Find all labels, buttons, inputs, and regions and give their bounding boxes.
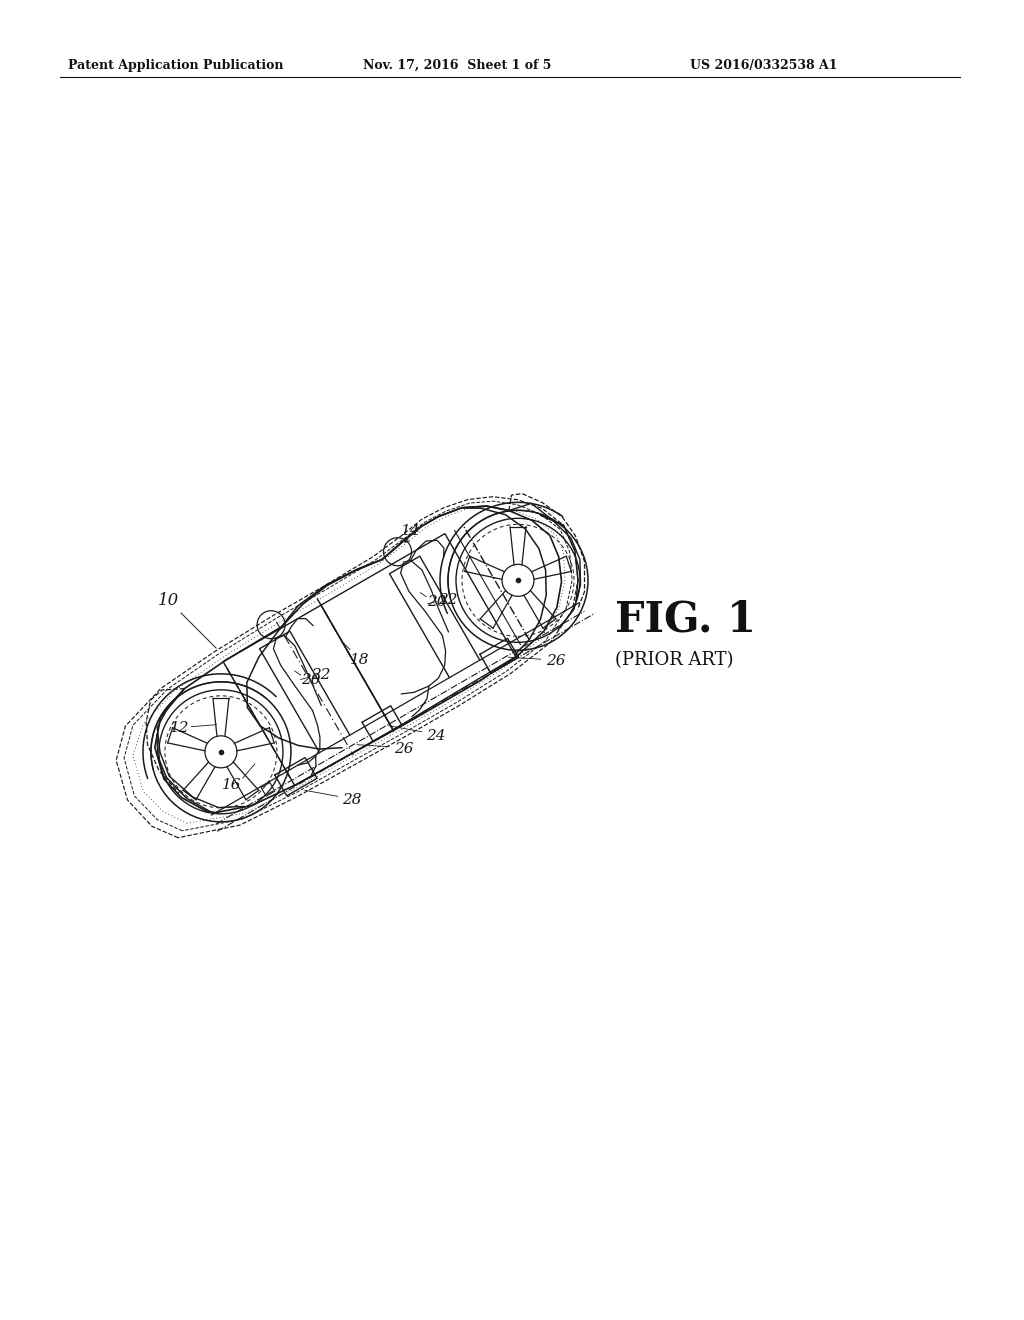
Text: 26: 26 [394, 742, 414, 755]
Text: 16: 16 [222, 777, 242, 792]
Text: 24: 24 [426, 729, 445, 743]
Text: 12: 12 [170, 721, 189, 735]
Text: 22: 22 [311, 668, 331, 682]
Text: 28: 28 [342, 793, 361, 808]
Text: FIG. 1: FIG. 1 [615, 599, 756, 642]
Text: 26: 26 [546, 655, 565, 668]
Text: 22: 22 [438, 593, 458, 607]
Text: 20: 20 [301, 673, 321, 686]
Text: Nov. 17, 2016  Sheet 1 of 5: Nov. 17, 2016 Sheet 1 of 5 [362, 58, 551, 71]
Text: 10: 10 [158, 591, 179, 609]
Text: US 2016/0332538 A1: US 2016/0332538 A1 [690, 58, 838, 71]
Text: (PRIOR ART): (PRIOR ART) [615, 651, 733, 669]
Text: 20: 20 [427, 595, 446, 609]
Text: 14: 14 [400, 524, 420, 539]
Text: Patent Application Publication: Patent Application Publication [68, 58, 284, 71]
Text: 18: 18 [350, 652, 370, 667]
